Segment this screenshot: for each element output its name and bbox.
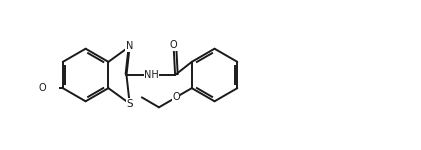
Text: N: N: [126, 41, 133, 51]
Text: NH: NH: [144, 70, 159, 80]
Text: O: O: [172, 92, 180, 102]
Text: S: S: [126, 99, 133, 109]
Text: O: O: [170, 40, 178, 50]
Text: O: O: [38, 83, 45, 93]
